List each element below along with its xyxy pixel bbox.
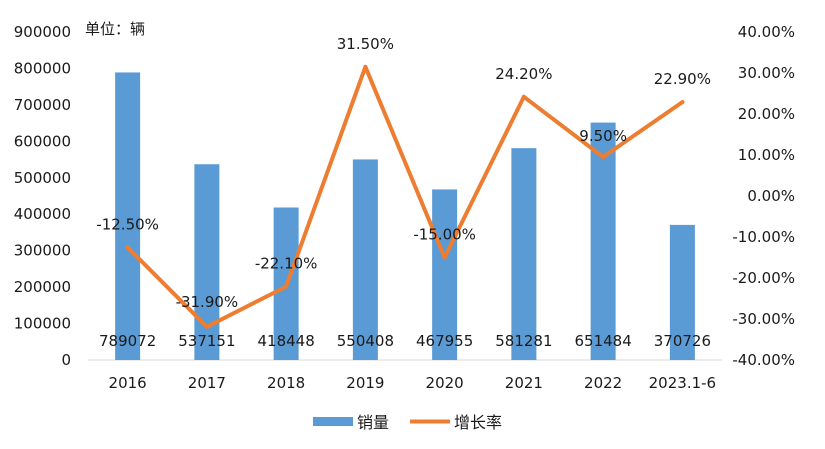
x-axis-tick-label: 2018 [267, 374, 305, 392]
left-axis-tick-label: 300000 [14, 242, 71, 260]
right-axis: -40.00% -30.00% -20.00% -10.00% 0.00% 10.00% 2… [732, 23, 795, 369]
right-axis-tick-label: -40.00% [732, 351, 795, 369]
right-axis-tick-label: -20.00% [732, 269, 795, 287]
left-axis-tick-label: 0 [61, 351, 71, 369]
bar-data-labels: 789072 537151 418448 550408 467955 581281 6514… [99, 332, 711, 350]
bar-value-label: 789072 [99, 332, 156, 350]
x-axis-tick-label: 2022 [584, 374, 622, 392]
right-axis-tick-label: 20.00% [738, 105, 795, 123]
legend-label-growth-rate: 增长率 [454, 413, 502, 432]
line-point [601, 155, 606, 160]
line-point [204, 324, 209, 329]
right-axis-tick-label: -10.00% [732, 228, 795, 246]
bar [352, 159, 378, 360]
line-value-label: -31.90% [176, 293, 239, 311]
bar-value-label: 550408 [337, 332, 394, 350]
x-axis-tick-label: 2019 [346, 374, 384, 392]
line-value-label: -12.50% [96, 215, 159, 233]
left-axis-tick-label: 100000 [14, 315, 71, 333]
x-axis-tick-label: 2016 [109, 374, 147, 392]
line-value-label: -22.10% [255, 255, 318, 273]
bar [432, 189, 458, 360]
left-axis-tick-label: 900000 [14, 23, 71, 41]
x-axis: 2016 2017 2018 2019 2020 2021 2022 2023.1-6 [109, 374, 717, 392]
right-axis-tick-label: 40.00% [738, 23, 795, 41]
bar [194, 164, 220, 360]
bar-value-label: 651484 [574, 332, 631, 350]
x-axis-tick-label: 2020 [426, 374, 464, 392]
right-axis-tick-label: 30.00% [738, 64, 795, 82]
line-point [680, 100, 685, 105]
unit-label: 单位：辆 [85, 20, 145, 38]
bar-series [115, 72, 695, 360]
line-value-label: 9.50% [579, 127, 627, 145]
bar-value-label: 467955 [416, 332, 473, 350]
left-axis-tick-label: 200000 [14, 278, 71, 296]
bar [590, 122, 616, 360]
bar-value-label: 537151 [178, 332, 235, 350]
bar [669, 224, 695, 360]
right-axis-tick-label: 10.00% [738, 146, 795, 164]
x-axis-tick-label: 2017 [188, 374, 226, 392]
line-value-label: 24.20% [495, 65, 552, 83]
bar [511, 148, 537, 360]
line-point [284, 284, 289, 289]
right-axis-tick-label: 0.00% [747, 187, 795, 205]
bar [115, 72, 141, 360]
left-axis-tick-label: 700000 [14, 96, 71, 114]
left-axis: 0 100000 200000 300000 400000 500000 600000 700… [14, 23, 71, 369]
line-value-label: 31.50% [337, 35, 394, 53]
growth-rate-line [125, 64, 685, 329]
bar-value-label: 581281 [495, 332, 552, 350]
x-axis-tick-label: 2021 [505, 374, 543, 392]
legend-label-sales: 销量 [357, 413, 389, 432]
line-point [521, 94, 526, 99]
legend: 销量 增长率 [313, 413, 502, 432]
bar-value-label: 370726 [654, 332, 711, 350]
left-axis-tick-label: 500000 [14, 169, 71, 187]
left-axis-tick-label: 800000 [14, 59, 71, 77]
line-point [442, 255, 447, 260]
bar-value-label: 418448 [257, 332, 314, 350]
line-data-labels: -12.50% -31.90% -22.10% 31.50% -15.00% 24.20%… [96, 35, 711, 311]
line-series [125, 64, 685, 329]
line-point [363, 64, 368, 69]
line-value-label: 22.90% [654, 70, 711, 88]
left-axis-tick-label: 600000 [14, 132, 71, 150]
left-axis-tick-label: 400000 [14, 205, 71, 223]
x-axis-tick-label: 2023.1-6 [649, 374, 716, 392]
right-axis-tick-label: -30.00% [732, 310, 795, 328]
line-value-label: -15.00% [413, 226, 476, 244]
line-point [125, 245, 130, 250]
legend-swatch-sales [313, 417, 353, 426]
